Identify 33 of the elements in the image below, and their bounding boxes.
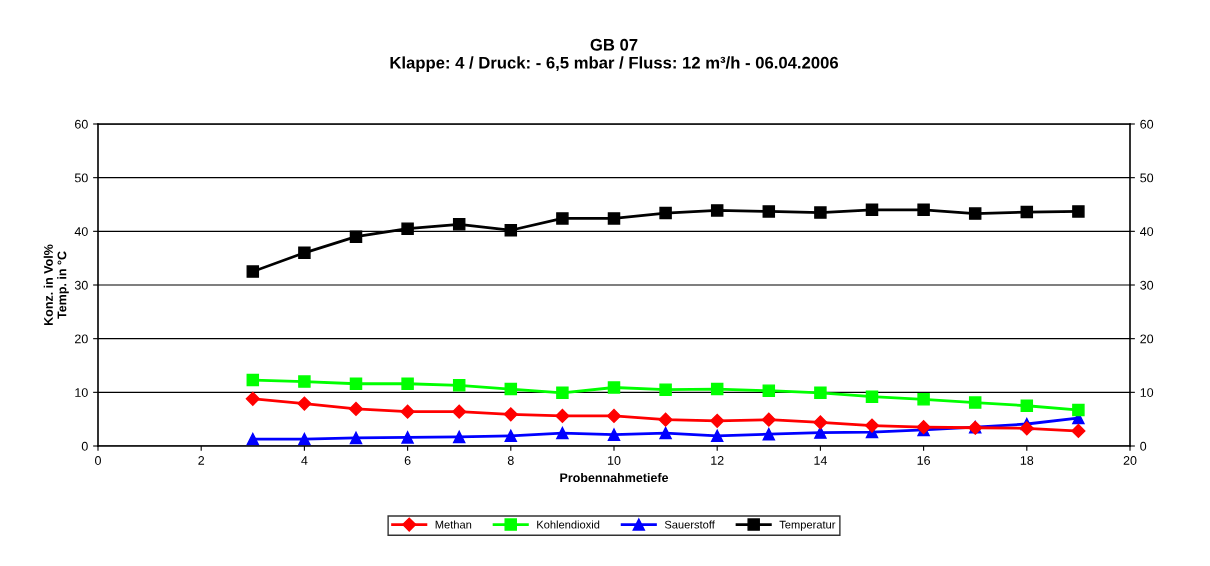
x-tick-label: 12	[711, 456, 724, 465]
x-tick-label: 8	[507, 456, 514, 465]
x-tick-label: 2	[198, 456, 205, 465]
x-tick-label: 6	[404, 456, 411, 465]
x-tick-label: 14	[814, 456, 827, 465]
x-tick-label: 10	[608, 456, 621, 465]
y-tick-label: 30	[74, 280, 88, 290]
legend-label: Kohlendioxid	[537, 520, 600, 529]
y-axis-title: Konz. in Vol% Temp. in °C	[43, 244, 69, 326]
chart-subtitle: Klappe: 4 / Druck: - 6,5 mbar / Fluss: 12 m³/h - 06.04.2006	[390, 56, 839, 72]
y2-tick-label: 0	[1140, 441, 1147, 451]
x-tick-label: 20	[1123, 456, 1137, 465]
y-tick-label: 60	[75, 119, 88, 129]
x-tick-label: 18	[1020, 456, 1034, 465]
legend-label: Methan	[435, 520, 472, 529]
x-axis-title: Probennahmetiefe	[560, 472, 669, 483]
legend-label: Temperatur	[779, 520, 836, 531]
y-tick-label: 10	[75, 388, 88, 397]
y2-tick-label: 10	[1140, 388, 1154, 397]
y2-tick-label: 60	[1140, 119, 1154, 129]
x-tick-label: 0	[95, 456, 101, 465]
legend-label: Sauerstoff	[664, 520, 715, 529]
y2-tick-label: 20	[1140, 334, 1154, 344]
y-tick-label: 0	[81, 441, 88, 451]
y2-tick-label: 30	[1140, 280, 1154, 290]
x-tick-label: 16	[917, 456, 930, 465]
y2-tick-label: 40	[1140, 227, 1154, 236]
y-tick-label: 40	[74, 227, 88, 236]
y2-tick-label: 50	[1140, 173, 1154, 183]
y-tick-label: 50	[74, 173, 88, 183]
x-tick-label: 4	[301, 456, 308, 465]
chart-title: GB 07	[590, 38, 638, 51]
y-tick-label: 20	[75, 334, 88, 344]
